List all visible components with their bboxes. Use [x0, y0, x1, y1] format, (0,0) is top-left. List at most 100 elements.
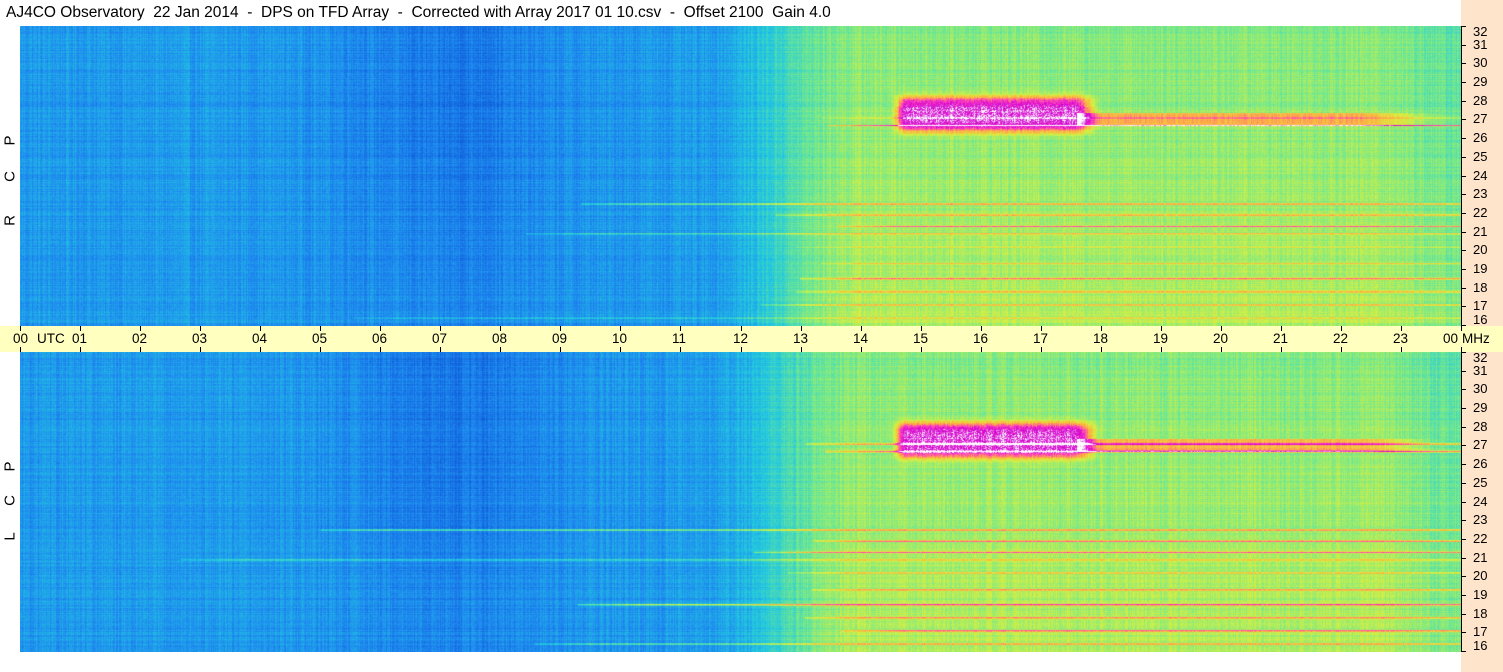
frequency-tick [1461, 250, 1466, 251]
time-tick [80, 347, 81, 352]
time-tick-label: 08 [492, 331, 508, 346]
frequency-tick [1461, 45, 1466, 46]
frequency-tick-label: 28 [1473, 93, 1488, 108]
time-tick-label: 13 [793, 331, 809, 346]
time-tick [320, 347, 321, 352]
frequency-tick-label: 32 [1473, 24, 1488, 39]
frequency-tick [1461, 483, 1466, 484]
time-tick-label: 06 [372, 331, 388, 346]
frequency-tick-label: 31 [1473, 363, 1488, 378]
time-tick [1461, 347, 1462, 352]
frequency-tick-label: 24 [1473, 494, 1488, 509]
time-tick [861, 347, 862, 352]
time-tick [741, 347, 742, 352]
time-tick [1101, 347, 1102, 352]
time-tick [320, 326, 321, 331]
time-tick [440, 326, 441, 331]
frequency-tick [1461, 269, 1466, 270]
frequency-tick-label: 17 [1473, 624, 1488, 639]
rcp-spectrogram[interactable] [20, 26, 1461, 326]
frequency-tick [1461, 26, 1466, 27]
time-tick [140, 347, 141, 352]
frequency-tick-label: 26 [1473, 456, 1488, 471]
frequency-tick-label: 19 [1473, 261, 1488, 276]
rcp-label-strip: R C P [0, 26, 20, 326]
time-tick [1461, 326, 1462, 331]
time-tick [1161, 347, 1162, 352]
frequency-tick-label: 25 [1473, 149, 1488, 164]
frequency-tick [1461, 288, 1466, 289]
time-tick [1101, 326, 1102, 331]
time-tick-label: 02 [132, 331, 148, 346]
frequency-tick [1461, 576, 1466, 577]
time-tick [1041, 347, 1042, 352]
frequency-tick [1461, 558, 1466, 559]
time-tick [741, 326, 742, 331]
frequency-tick [1461, 389, 1466, 390]
frequency-tick-label: 24 [1473, 168, 1488, 183]
frequency-tick-label: 26 [1473, 130, 1488, 145]
lcp-spectrogram[interactable] [20, 352, 1461, 652]
time-tick [560, 326, 561, 331]
time-tick-label: 21 [1273, 331, 1289, 346]
frequency-tick [1461, 464, 1466, 465]
lcp-frequency-axis: 16 17 18 19 20 21 22 23 24 25 26 27 28 29 30 31 32 [1461, 351, 1503, 672]
time-tick [801, 326, 802, 331]
rcp-letter-3: P [1, 135, 19, 146]
rcp-letter-2: C [1, 171, 19, 182]
time-tick [1041, 326, 1042, 331]
time-tick [200, 347, 201, 352]
frequency-tick [1461, 119, 1466, 120]
time-tick-label: 03 [192, 331, 208, 346]
frequency-tick-label: 23 [1473, 512, 1488, 527]
time-tick-label: 20 [1213, 331, 1229, 346]
frequency-tick-label: 18 [1473, 280, 1488, 295]
time-tick [500, 326, 501, 331]
time-tick [921, 326, 922, 331]
frequency-tick-label: 19 [1473, 587, 1488, 602]
frequency-tick-label: 18 [1473, 606, 1488, 621]
frequency-tick [1461, 520, 1466, 521]
time-tick-label: 11 [672, 331, 687, 346]
frequency-tick-label: 29 [1473, 400, 1488, 415]
time-tick [200, 326, 201, 331]
frequency-tick-label: 30 [1473, 381, 1488, 396]
time-tick-label: 04 [252, 331, 268, 346]
frequency-tick [1461, 632, 1466, 633]
frequency-tick [1461, 408, 1466, 409]
time-tick-label: 18 [1093, 331, 1109, 346]
time-tick [440, 347, 441, 352]
time-tick [981, 326, 982, 331]
time-tick [1161, 326, 1162, 331]
window-title: AJ4CO Observatory 22 Jan 2014 - DPS on T… [0, 0, 1460, 26]
frequency-tick-label: 17 [1473, 298, 1488, 313]
frequency-tick [1461, 502, 1466, 503]
frequency-tick [1461, 82, 1466, 83]
frequency-tick [1461, 101, 1466, 102]
frequency-tick [1461, 176, 1466, 177]
time-tick-label: 14 [853, 331, 869, 346]
rcp-heatmap-canvas [20, 26, 1461, 326]
frequency-tick [1461, 614, 1466, 615]
frequency-tick [1461, 213, 1466, 214]
lcp-letter-3: P [1, 461, 19, 472]
frequency-unit-label: MHz [1462, 331, 1490, 346]
frequency-tick [1461, 427, 1466, 428]
frequency-tick [1461, 194, 1466, 195]
frequency-tick [1461, 157, 1466, 158]
utc-time-axis: 00 UTC 01 02 03 04 05 06 07 08 09 10 11 12 13 14 15 16 17 1… [0, 326, 1503, 352]
time-tick [981, 347, 982, 352]
time-tick [680, 326, 681, 331]
frequency-tick [1461, 352, 1466, 353]
time-tick [260, 326, 261, 331]
time-tick [801, 347, 802, 352]
frequency-tick-label: 31 [1473, 37, 1488, 52]
time-tick-label: 05 [312, 331, 328, 346]
time-tick [1401, 347, 1402, 352]
time-tick [1281, 326, 1282, 331]
time-tick [500, 347, 501, 352]
time-tick [1401, 326, 1402, 331]
time-tick-label: 12 [733, 331, 749, 346]
frequency-tick [1461, 651, 1466, 652]
